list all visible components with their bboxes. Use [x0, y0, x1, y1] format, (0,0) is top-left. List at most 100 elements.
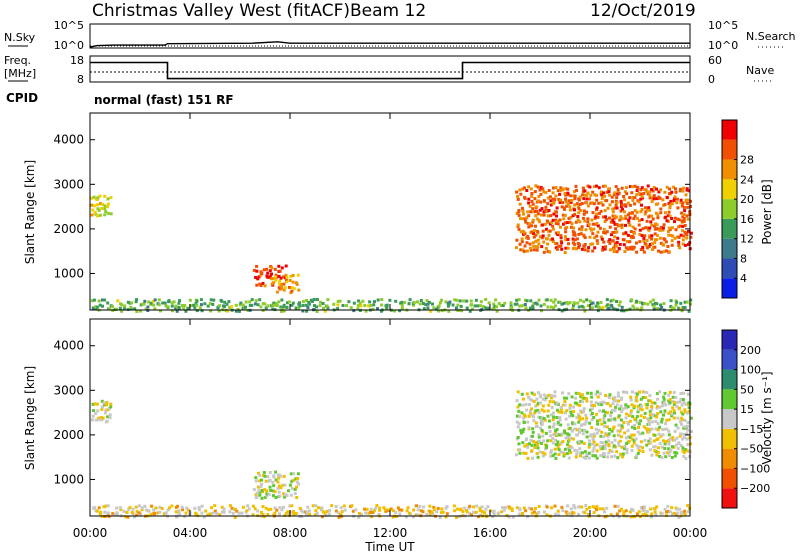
heatmap-cell — [260, 510, 263, 514]
heatmap-cell — [573, 208, 576, 212]
heatmap-cell — [622, 243, 626, 247]
heatmap-cell — [659, 225, 663, 229]
heatmap-cell — [556, 189, 560, 193]
heatmap-cell — [274, 470, 278, 474]
heatmap-cell — [531, 456, 535, 460]
heatmap-cell — [542, 302, 546, 306]
heatmap-cell — [612, 193, 616, 197]
heatmap-cell — [590, 201, 594, 205]
station-title: Christmas Valley West (fitACF) — [92, 1, 350, 21]
heatmap-cell — [586, 191, 590, 195]
heatmap-cell — [515, 453, 519, 457]
heatmap-cell — [615, 223, 619, 226]
heatmap-cell — [558, 192, 562, 196]
heatmap-cell — [548, 425, 552, 429]
heatmap-cell — [435, 510, 439, 514]
heatmap-cell — [625, 412, 628, 416]
heatmap-cell — [100, 298, 104, 302]
heatmap-cell — [520, 411, 524, 415]
heatmap-cell — [660, 456, 664, 460]
heatmap-cell — [646, 302, 650, 306]
heatmap-cell — [673, 236, 677, 240]
heatmap-cell — [610, 417, 614, 421]
heatmap-cell — [616, 236, 620, 240]
heatmap-cell — [595, 212, 599, 216]
heatmap-cell — [596, 224, 600, 228]
heatmap-cell — [619, 404, 623, 408]
heatmap-cell — [284, 511, 288, 515]
heatmap-cell — [582, 209, 586, 213]
heatmap-cell — [99, 510, 103, 514]
heatmap-cell — [530, 399, 534, 402]
heatmap-cell — [670, 217, 674, 220]
heatmap-cell — [385, 303, 389, 307]
heatmap-cell — [522, 506, 526, 510]
heatmap-cell — [548, 195, 552, 199]
heatmap-cell — [280, 508, 284, 512]
heatmap-cell — [287, 300, 291, 304]
heatmap-cell — [650, 420, 654, 424]
heatmap-cell — [649, 441, 653, 445]
heatmap-cell — [585, 210, 589, 214]
heatmap-cell — [556, 509, 560, 513]
heatmap-cell — [623, 447, 626, 451]
heatmap-cell — [575, 433, 579, 437]
heatmap-cell — [623, 444, 627, 448]
heatmap-cell — [535, 302, 539, 306]
heatmap-cell — [515, 298, 519, 302]
heatmap-cell — [518, 451, 522, 455]
heatmap-cell — [256, 509, 260, 513]
heatmap-cell — [275, 290, 279, 294]
heatmap-cell — [588, 235, 592, 239]
heatmap-cell — [359, 304, 363, 308]
heatmap-cell — [91, 402, 95, 406]
heatmap-cell — [622, 238, 626, 242]
heatmap-cell — [670, 239, 674, 243]
heatmap-cell — [448, 300, 452, 304]
heatmap-cell — [582, 306, 586, 310]
heatmap-cell — [265, 274, 269, 278]
heatmap-cell — [689, 442, 693, 446]
heatmap-cell — [285, 280, 289, 284]
heatmap-cell — [332, 302, 336, 306]
heatmap-cell — [630, 298, 634, 302]
heatmap-cell — [586, 249, 590, 253]
heatmap-cell — [418, 505, 422, 509]
heatmap-cell — [545, 237, 549, 241]
heatmap-cell — [460, 309, 464, 313]
heatmap-cell — [261, 505, 265, 509]
heatmap-cell — [562, 217, 566, 221]
heatmap-cell — [228, 504, 232, 508]
heatmap-cell — [285, 494, 289, 498]
heatmap-cell — [540, 408, 544, 412]
heatmap-cell — [516, 197, 520, 201]
heatmap-cell — [572, 511, 576, 515]
heatmap-cell — [638, 432, 642, 436]
heatmap-cell — [285, 305, 289, 309]
heatmap-cell — [617, 414, 621, 418]
heatmap-cell — [559, 235, 563, 239]
heatmap-cell — [206, 513, 210, 517]
heatmap-cell — [645, 391, 649, 395]
heatmap-cell — [608, 187, 611, 191]
heatmap-cell — [577, 512, 581, 516]
heatmap-cell — [527, 506, 531, 510]
heatmap-cell — [532, 510, 536, 514]
heatmap-cell — [565, 226, 569, 229]
heatmap-cell — [323, 511, 327, 515]
heatmap-cell — [603, 515, 607, 519]
heatmap-cell — [372, 303, 376, 307]
heatmap-cell — [568, 406, 572, 410]
heatmap-cell — [535, 403, 539, 407]
heatmap-cell — [599, 434, 603, 438]
heatmap-cell — [193, 506, 197, 510]
heatmap-cell — [260, 496, 264, 500]
heatmap-cell — [458, 299, 462, 303]
heatmap-cell — [297, 288, 301, 292]
heatmap-cell — [545, 227, 548, 231]
heatmap-cell — [120, 309, 124, 313]
heatmap-cell — [265, 494, 269, 498]
heatmap-cell — [289, 274, 293, 278]
heatmap-cell — [518, 304, 522, 308]
heatmap-cell — [626, 233, 630, 237]
